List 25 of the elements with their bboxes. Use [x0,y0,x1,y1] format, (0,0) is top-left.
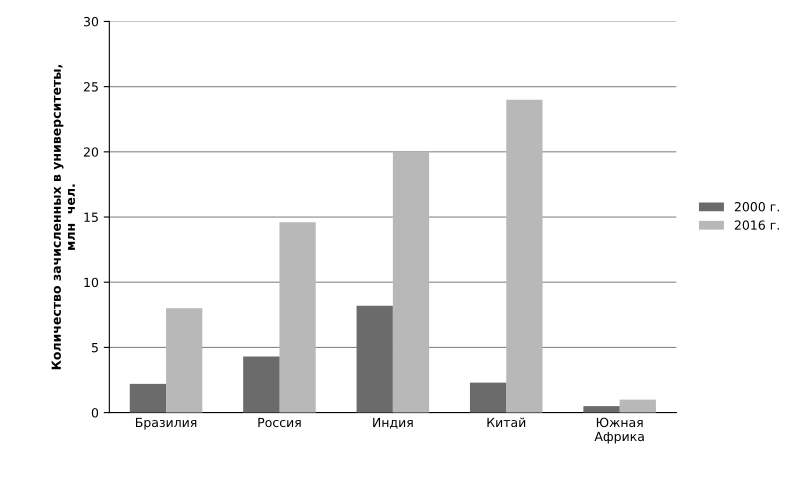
legend-label: 2000 г. [734,202,779,212]
y-axis-title: Количество зачисленных в университеты, млн чел. [52,64,76,370]
x-tick-label: Китай [487,418,526,428]
y-tick-label: 15 [84,212,98,222]
x-tick-label: Южная Африка [594,418,644,444]
bar [243,356,280,413]
y-tick-label: 5 [92,343,98,352]
bar [470,382,506,413]
bar [356,306,393,413]
bar [583,406,620,413]
bar [506,100,543,413]
legend-label: 2016 г. [734,220,779,230]
x-tick-label: Индия [373,418,413,429]
bar [166,308,202,413]
bar [620,400,656,413]
x-tick-label: Бразилия [136,418,196,430]
y-tick-label: 30 [84,16,98,26]
y-tick-label: 10 [84,278,98,288]
y-tick-label: 0 [92,408,98,418]
y-tick-label: 20 [84,147,98,157]
bar [279,222,316,413]
bar [130,384,166,413]
x-tick-label: Россия [258,418,301,428]
y-tick-label: 25 [84,82,98,92]
bar [392,152,430,413]
